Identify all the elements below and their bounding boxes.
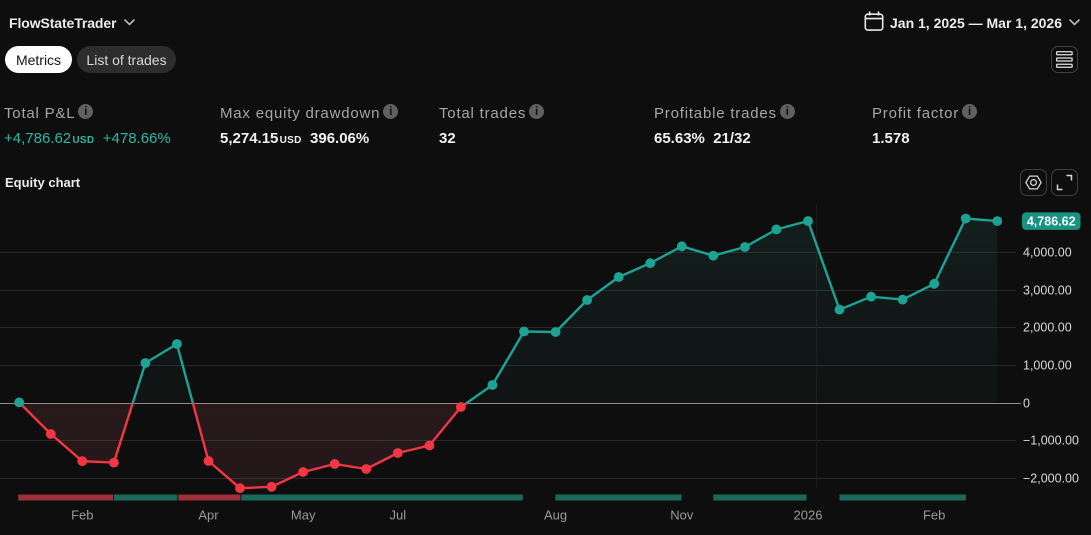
svg-text:4,000.00: 4,000.00 (1023, 246, 1072, 260)
svg-text:Apr: Apr (198, 508, 219, 523)
svg-text:0: 0 (1023, 397, 1030, 411)
svg-text:Feb: Feb (71, 508, 93, 523)
svg-text:3,000.00: 3,000.00 (1023, 284, 1072, 298)
svg-text:Nov: Nov (670, 508, 694, 523)
svg-text:May: May (291, 508, 316, 523)
svg-text:4,786.62: 4,786.62 (1027, 215, 1076, 229)
svg-text:1,000.00: 1,000.00 (1023, 359, 1072, 373)
svg-text:2026: 2026 (794, 508, 823, 523)
svg-text:Feb: Feb (923, 508, 945, 523)
svg-text:−2,000.00: −2,000.00 (1023, 472, 1079, 486)
svg-text:2,000.00: 2,000.00 (1023, 321, 1072, 335)
svg-text:Aug: Aug (544, 508, 567, 523)
svg-text:−1,000.00: −1,000.00 (1023, 434, 1079, 448)
svg-text:Jul: Jul (389, 508, 406, 523)
